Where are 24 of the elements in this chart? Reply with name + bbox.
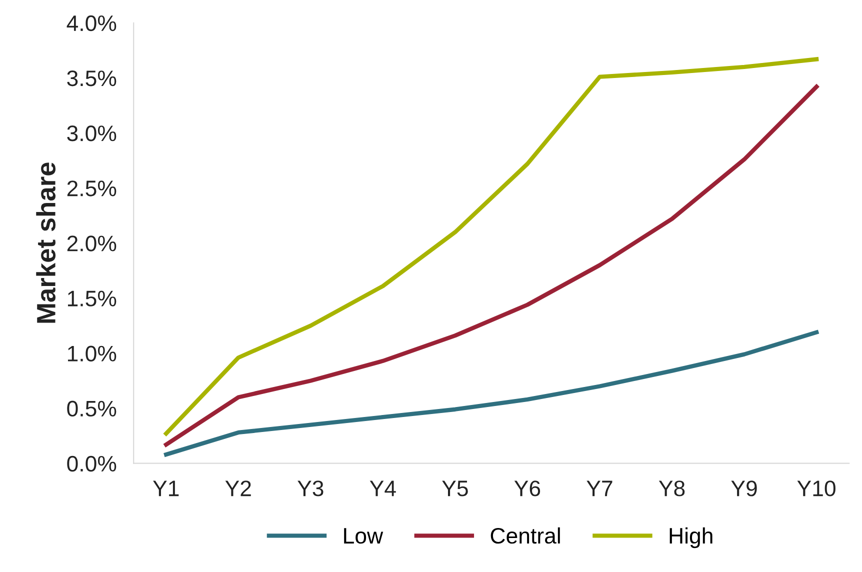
y-axis-title: Market share <box>36 162 56 323</box>
x-tick-label: Y6 <box>514 480 540 496</box>
legend-label: High <box>670 527 712 548</box>
x-tick-label: Y10 <box>797 480 836 496</box>
x-tick-label: Y4 <box>370 480 396 496</box>
x-tick-label: Y3 <box>298 480 324 496</box>
x-tick-label: Y5 <box>442 480 468 496</box>
x-tick-label: Y1 <box>153 480 179 496</box>
line-series <box>164 330 819 457</box>
legend-label: Central <box>490 527 560 544</box>
y-tick-label: 4.0% <box>66 15 116 32</box>
y-tick-label: 1.0% <box>68 346 116 362</box>
y-tick-label: 3.0% <box>67 126 116 142</box>
y-tick-label: 3.5% <box>67 70 116 86</box>
x-tick-label: Y9 <box>731 480 757 496</box>
legend-label: Low <box>344 528 384 544</box>
x-tick-label: Y8 <box>658 480 685 496</box>
y-tick-label: 1.5% <box>68 290 116 306</box>
y-tick-label: 2.5% <box>67 180 116 196</box>
y-tick-label: 2.0% <box>67 236 116 252</box>
y-tick-label: 0.5% <box>67 400 116 417</box>
y-tick-label: 0.0% <box>67 456 116 472</box>
x-tick-label: Y7 <box>586 480 612 496</box>
x-tick-label: Y2 <box>225 480 251 496</box>
